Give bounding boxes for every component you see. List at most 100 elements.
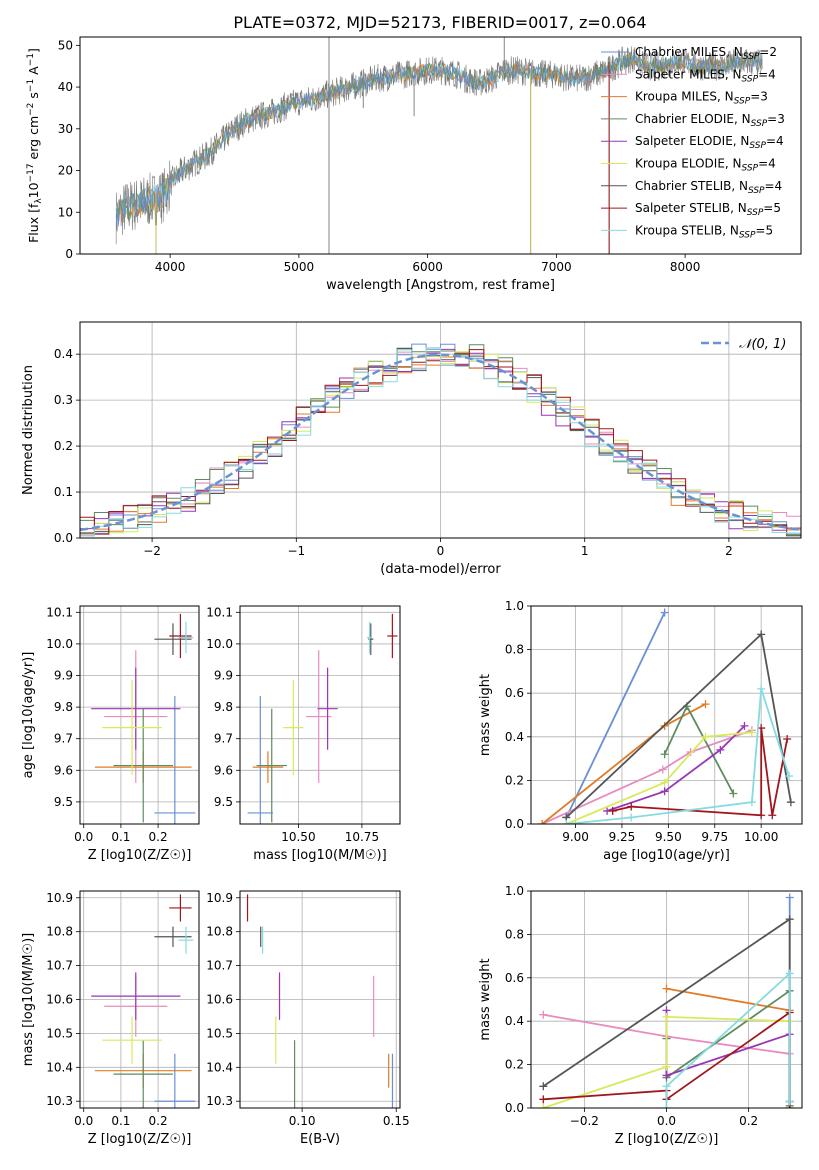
y-tick-label: 0.2: [54, 439, 73, 453]
weight-marker: [627, 813, 636, 822]
weight-marker: [701, 700, 710, 709]
weight-marker: [660, 787, 669, 796]
y-tick-label: 10.4: [46, 1060, 73, 1074]
errorbar-chabrier-elodie: [113, 708, 173, 823]
y-tick-label: 0.1: [54, 485, 73, 499]
plot-area: [91, 894, 196, 1108]
x-axis-label: E(B-V): [300, 1132, 340, 1147]
weight-line-kroupa-elodie: [565, 731, 752, 824]
legend-text: Chabrier STELIB, N: [635, 179, 748, 193]
y-tick-label: 0.6: [505, 686, 524, 700]
errorbar-salpeter-elodie: [91, 972, 181, 1020]
panel-weight_vs_age: 9.00 9.25 9.50 9.75 10.00 0.0 0.2 0.4 0.6 0.8 1.0 a…: [478, 599, 803, 863]
x-axis-label: wavelength [Angstrom, rest frame]: [326, 278, 555, 293]
y-tick-label: 9.9: [54, 669, 73, 683]
plot-area: [247, 613, 398, 824]
legend-text: Kroupa STELIB, N: [635, 223, 739, 237]
weight-line-kroupa-stelib: [566, 688, 790, 824]
y-tick-label: 30: [58, 122, 73, 136]
plot-area: [538, 608, 795, 824]
weight-marker: [627, 802, 636, 811]
y-tick-label: 10.0: [46, 637, 73, 651]
weight-marker: [608, 806, 617, 815]
plot-area: [91, 613, 196, 824]
weight-marker: [785, 1097, 794, 1106]
weight-line-salpeter-stelib: [612, 727, 789, 817]
errorbar-chabrier-stelib: [154, 926, 192, 947]
x-tick-label: 5000: [284, 260, 315, 274]
y-tick-label: 10.5: [206, 1026, 233, 1040]
x-tick-label: −0.2: [570, 1114, 599, 1128]
y-tick-label: 9.7: [214, 732, 233, 746]
plot-area: [115, 37, 763, 254]
y-axis-label-part: −2: [26, 103, 36, 116]
x-tick-label: 0.0: [74, 830, 93, 844]
x-tick-label: 0.2: [149, 830, 168, 844]
y-tick-label: 40: [58, 80, 73, 94]
x-tick-label: 0.0: [657, 1114, 676, 1128]
x-axis-label: Z [log10(Z/Z☉)]: [88, 848, 192, 863]
legend-count: =4: [758, 67, 776, 81]
legend-text: Kroupa ELODIE, N: [635, 157, 742, 171]
weight-marker: [757, 811, 766, 820]
axes-frame: [239, 605, 401, 825]
weight-marker: [662, 1082, 671, 1091]
weight-marker: [729, 789, 738, 798]
x-tick-label: 10.75: [345, 830, 379, 844]
weight-line-chabrier-miles: [565, 612, 666, 818]
y-tick-label: 50: [58, 38, 73, 52]
y-tick-label: 10.1: [206, 605, 233, 619]
y-axis-label: mass weight: [478, 674, 493, 756]
y-tick-label: 0.4: [54, 347, 73, 361]
legend-count: =4: [766, 134, 784, 148]
y-tick-label: 9.8: [54, 700, 73, 714]
panel-age_vs_Z: 0.0 0.1 0.2 9.5 9.6 9.7 9.8 9.9 10.0 10.1 Z [log10…: [21, 605, 200, 863]
weight-marker: [783, 734, 792, 743]
x-tick-label: 10.50: [281, 830, 315, 844]
x-tick-label: 9.25: [609, 830, 636, 844]
y-tick-label: 0.0: [54, 531, 73, 545]
legend-count: =3: [750, 90, 768, 104]
errorbar-salpeter-elodie: [91, 667, 181, 750]
x-tick-label: 7000: [541, 260, 572, 274]
axes-frame: [79, 605, 200, 825]
y-axis-label: mass [log10(M/M☉)]: [21, 933, 36, 1066]
legend-text: Salpeter STELIB, N: [635, 201, 747, 215]
y-tick-label: 10.9: [206, 891, 233, 905]
panel-residuals: −2 −1 0 1 2 0.0 0.1 0.2 0.3 0.4 (data-model)/error…: [21, 321, 802, 577]
plot-area: [539, 893, 794, 1108]
y-axis-label-part: ]: [26, 48, 41, 53]
x-tick-label: 0.2: [739, 1114, 758, 1128]
y-axis-label-part: −1: [26, 53, 36, 66]
y-tick-label: 0.6: [505, 971, 524, 985]
x-tick-label: 0.0: [74, 1114, 93, 1128]
legend-subscript: SSP: [749, 141, 766, 151]
legend-label-kroupa-elodie: Kroupa ELODIE, NSSP=4: [635, 157, 776, 174]
errorbar-salpeter-stelib: [169, 613, 192, 659]
weight-marker: [662, 984, 671, 993]
weight-marker: [660, 778, 669, 787]
legend-label-salpeter-miles: Salpeter MILES, NSSP=4: [635, 67, 776, 84]
y-tick-label: 1.0: [505, 599, 524, 613]
y-axis-label-part: −17: [26, 163, 36, 182]
legend-text: Salpeter MILES, N: [635, 67, 742, 81]
y-tick-label: 0.8: [505, 643, 524, 657]
y-axis-label: Flux [fλ10−17 erg cm−2 s−1 A−1]: [26, 48, 44, 243]
y-tick-label: 0.4: [505, 1014, 524, 1028]
x-tick-label: 9.00: [562, 830, 589, 844]
panel-mass_vs_Z: 0.0 0.1 0.2 10.3 10.4 10.5 10.6 10.7 10.8 10.9 Z […: [21, 890, 200, 1147]
y-tick-label: 10.1: [46, 605, 73, 619]
errorbar-salpeter-stelib: [387, 613, 398, 659]
weight-marker: [662, 1012, 671, 1021]
y-tick-label: 0: [65, 247, 73, 261]
errorbar-salpeter-elodie: [317, 667, 338, 750]
weight-marker: [662, 1062, 671, 1071]
legend-subscript: SSP: [742, 74, 759, 84]
y-tick-label: 9.5: [214, 795, 233, 809]
model-line-chabrier-miles: [115, 53, 763, 228]
errorbar-kroupa-elodie: [102, 680, 162, 776]
x-tick-label: 0.2: [149, 1114, 168, 1128]
y-tick-label: 10.8: [206, 925, 233, 939]
y-tick-label: 10.0: [206, 637, 233, 651]
